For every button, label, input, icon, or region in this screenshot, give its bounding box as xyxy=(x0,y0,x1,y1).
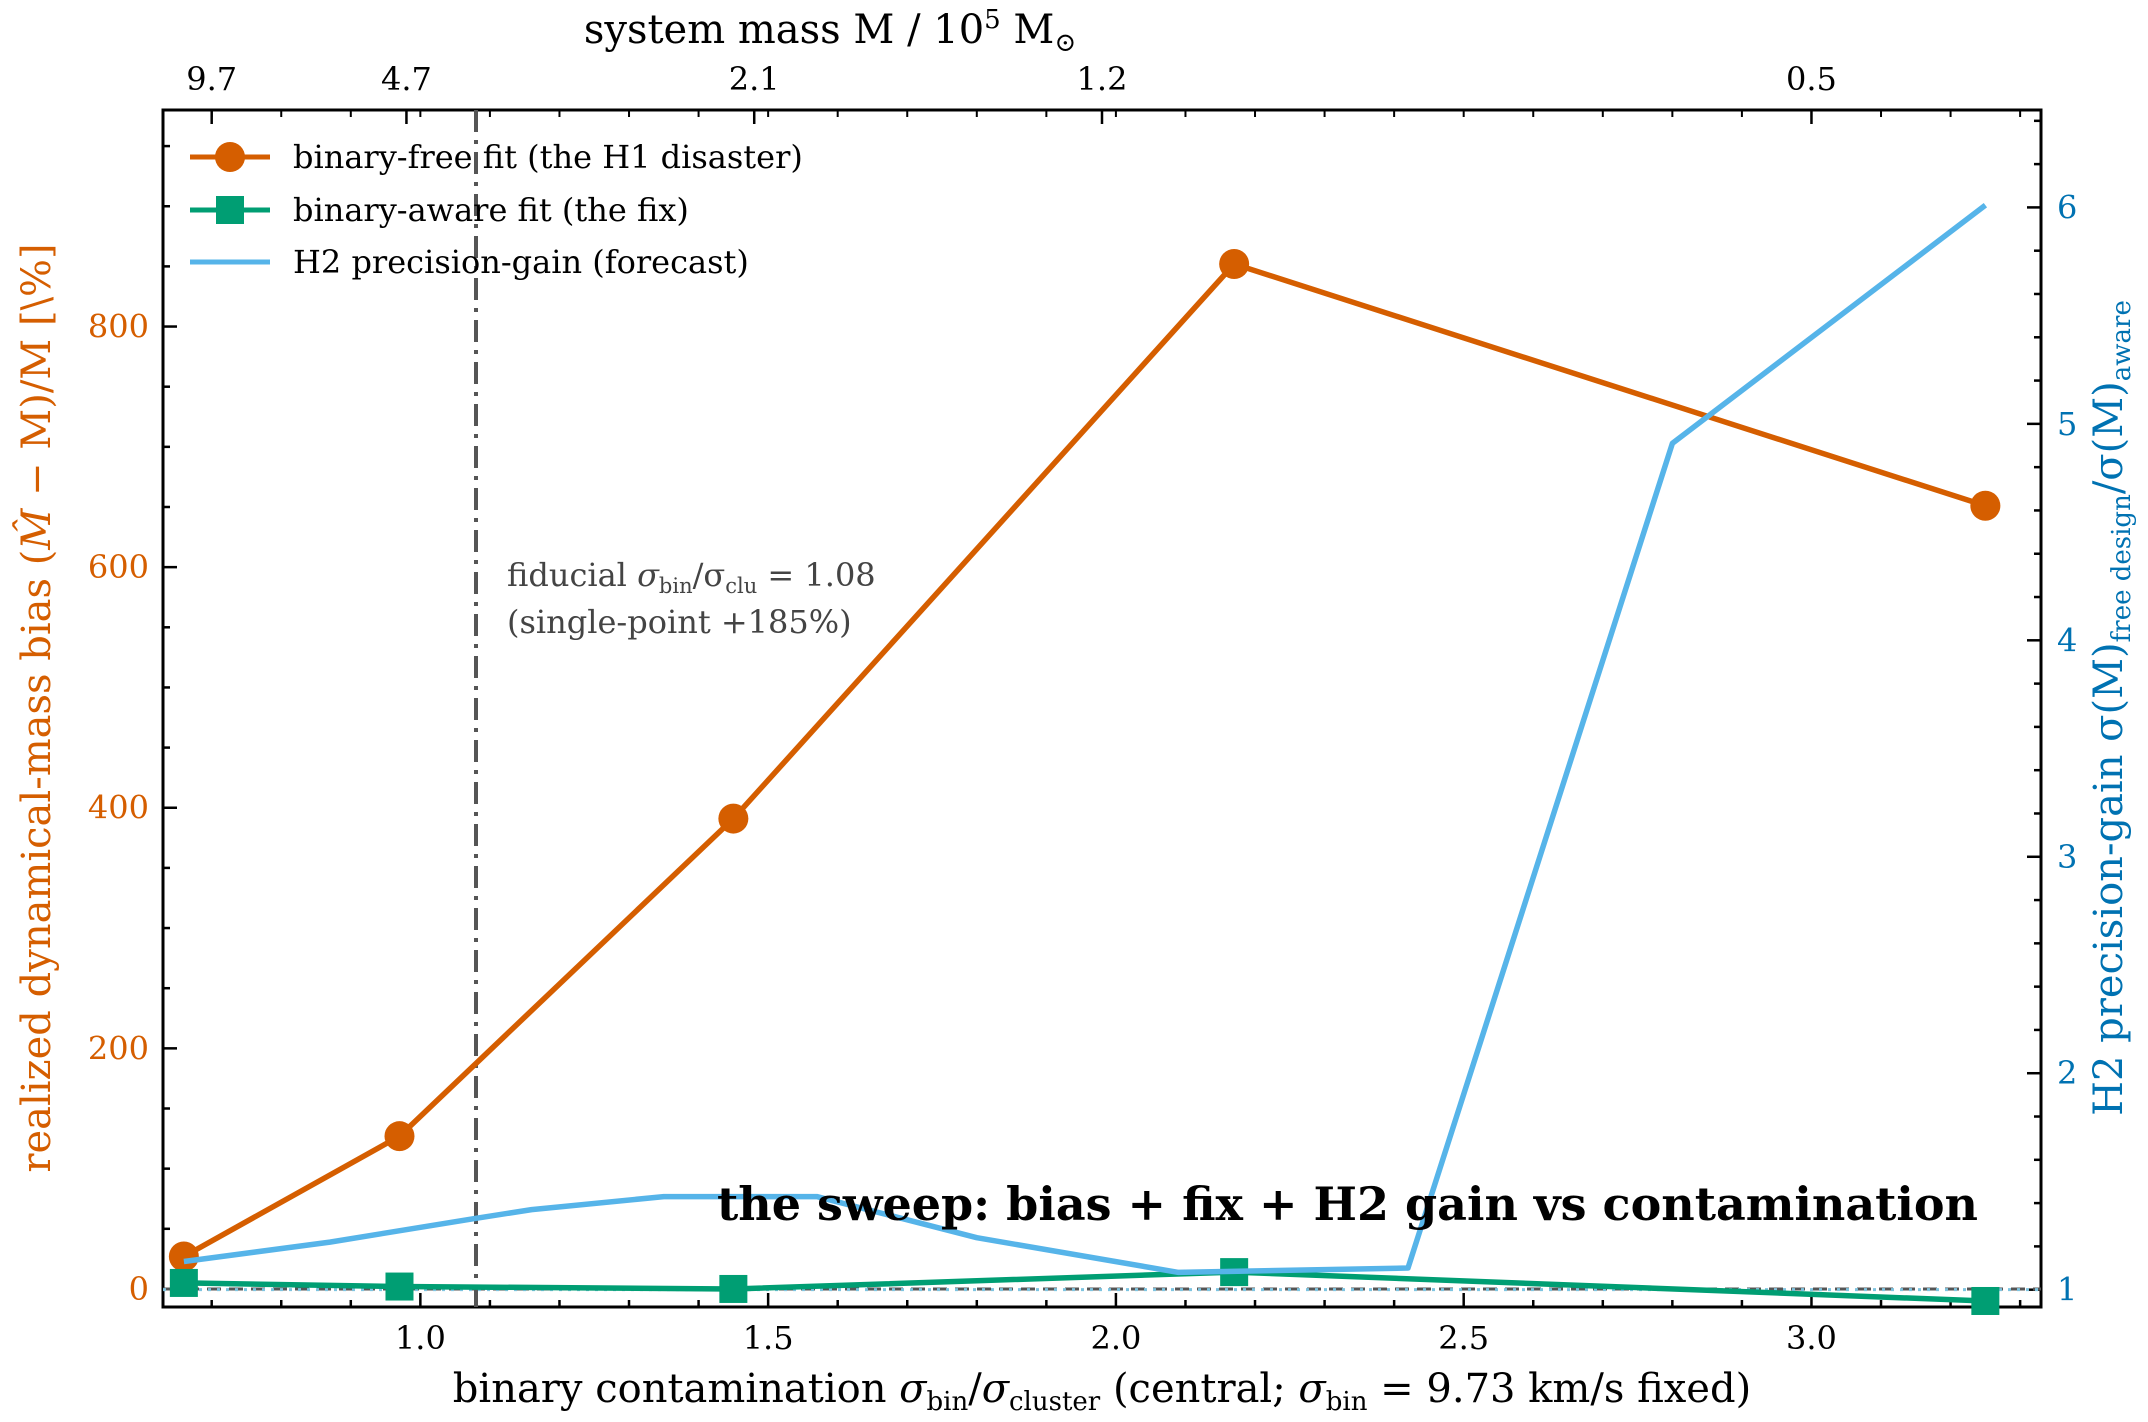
y-right-tick-label: 6 xyxy=(2057,188,2077,226)
y-axis-right-label: H2 precision-gain σ(M)free design/σ(M)aw… xyxy=(2086,300,2137,1116)
data-point-circle xyxy=(1219,248,1250,279)
series-line-binary-aware-fit-the-fix xyxy=(183,1269,1986,1304)
data-point-square xyxy=(169,1268,198,1297)
x-tick-label: 3.0 xyxy=(1786,1319,1837,1357)
y-right-tick-label: 2 xyxy=(2057,1054,2077,1092)
y-left-tick-label: 800 xyxy=(88,308,149,346)
x-tick-label: 2.0 xyxy=(1090,1319,1141,1357)
top-tick-label: 2.1 xyxy=(729,60,780,98)
data-point-square xyxy=(385,1272,414,1301)
y-right-tick-label: 1 xyxy=(2057,1271,2077,1309)
legend-marker-square xyxy=(216,196,244,224)
legend-label-h2-gain: H2 precision-gain (forecast) xyxy=(293,243,749,281)
data-point-circle xyxy=(1970,490,2001,521)
reference-lines xyxy=(163,110,2041,1307)
y-right-tick-label: 5 xyxy=(2057,405,2077,443)
top-tick-label: 0.5 xyxy=(1786,60,1837,98)
fiducial-annotation-line2: (single-point +185%) xyxy=(507,603,852,641)
top-tick-label: 1.2 xyxy=(1077,60,1128,98)
plot-frame xyxy=(161,108,2043,1309)
x-axis-label: binary contamination σbin/σcluster (cent… xyxy=(453,1366,1751,1417)
legend-label-binary-aware: binary-aware fit (the fix) xyxy=(293,191,689,229)
fiducial-annotation-line1: fiducial σbin/σclu = 1.08 xyxy=(507,556,876,598)
x-tick-label: 2.5 xyxy=(1438,1319,1489,1357)
legend-marker-circle xyxy=(215,142,245,172)
data-point-circle xyxy=(718,803,749,834)
x-tick-label: 1.5 xyxy=(743,1319,794,1357)
series-group xyxy=(168,203,2001,1315)
y-left-tick-label: 0 xyxy=(129,1270,149,1308)
y-right-tick-label: 4 xyxy=(2057,621,2077,659)
top-axis-label: system mass M / 105 M⊙ xyxy=(584,5,1076,58)
top-tick-label: 9.7 xyxy=(186,60,237,98)
y-left-tick-label: 600 xyxy=(88,548,149,586)
legend: binary-free fit (the H1 disaster) binary… xyxy=(190,138,803,281)
x-tick-label: 1.0 xyxy=(395,1319,446,1357)
chart-title: the sweep: bias + fix + H2 gain vs conta… xyxy=(717,1177,1978,1231)
data-point-circle xyxy=(168,1241,199,1272)
y-axis-left-label: realized dynamical-mass bias (M̂ − M)/M … xyxy=(14,243,60,1172)
data-point-square xyxy=(1971,1286,2000,1315)
top-tick-label: 4.7 xyxy=(381,60,432,98)
y-right-tick-label: 3 xyxy=(2057,838,2077,876)
y-left-tick-label: 400 xyxy=(88,789,149,827)
series-line-h2-precision-gain-forecast xyxy=(183,203,1988,1276)
legend-label-binary-free: binary-free fit (the H1 disaster) xyxy=(293,138,803,176)
data-point-circle xyxy=(384,1121,415,1152)
data-point-square xyxy=(719,1274,748,1303)
y-left-tick-label: 200 xyxy=(88,1029,149,1067)
